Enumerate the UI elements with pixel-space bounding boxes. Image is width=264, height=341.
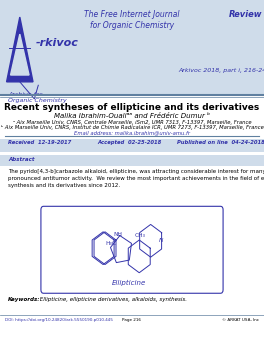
Text: Abstract: Abstract	[8, 157, 34, 162]
Text: Review: Review	[229, 10, 262, 19]
Text: © ARKAT USA, Inc: © ARKAT USA, Inc	[222, 318, 259, 322]
Text: Published on line  04-24-2018: Published on line 04-24-2018	[177, 140, 264, 145]
FancyBboxPatch shape	[41, 206, 223, 293]
Text: CH₃: CH₃	[135, 233, 146, 238]
Text: Ellipticine: Ellipticine	[111, 280, 145, 286]
Text: ᵇ Aix Marseille Univ, CNRS, Institut de Chimie Radicalaire ICR, UMR 7273, F-1339: ᵇ Aix Marseille Univ, CNRS, Institut de …	[1, 125, 263, 130]
Text: Malika Ibrahim-Oualiᵃᵃ and Frédéric Dumur ᵇ: Malika Ibrahim-Oualiᵃᵃ and Frédéric Dumu…	[54, 113, 210, 119]
Text: Ellipticine, ellipticine derivatives, alkaloids, synthesis.: Ellipticine, ellipticine derivatives, al…	[38, 297, 187, 302]
Text: Recent syntheses of ellipticine and its derivatives: Recent syntheses of ellipticine and its …	[4, 103, 260, 112]
Text: The pyrido[4,3-b]carbazole alkaloid, ellipticine, was attracting considerable in: The pyrido[4,3-b]carbazole alkaloid, ell…	[8, 169, 264, 188]
Polygon shape	[7, 17, 33, 82]
Text: H₃C: H₃C	[106, 241, 117, 246]
Text: Accepted  02-25-2018: Accepted 02-25-2018	[98, 140, 162, 145]
Polygon shape	[11, 34, 29, 75]
Text: -rkivoc: -rkivoc	[36, 38, 78, 48]
Text: N: N	[159, 238, 164, 243]
Text: Archive for
Organic Chemistry: Archive for Organic Chemistry	[8, 92, 67, 103]
Text: Received  12-19-2017: Received 12-19-2017	[8, 140, 71, 145]
Text: NH: NH	[113, 232, 122, 237]
FancyBboxPatch shape	[0, 139, 264, 152]
FancyBboxPatch shape	[0, 0, 264, 95]
Text: DOI: https://doi.org/10.24820/ark.5550190.p010.445: DOI: https://doi.org/10.24820/ark.555019…	[5, 318, 113, 322]
Text: The Free Internet Journal
for Organic Chemistry: The Free Internet Journal for Organic Ch…	[84, 10, 180, 30]
FancyBboxPatch shape	[0, 155, 264, 166]
Text: ᵃ Aix Marseille Univ, CNRS, Centrale Marseille, iSm2, UMR 7313, F-13397, Marseil: ᵃ Aix Marseille Univ, CNRS, Centrale Mar…	[13, 120, 251, 125]
Text: Keywords:: Keywords:	[8, 297, 40, 302]
Text: Page 216: Page 216	[122, 318, 142, 322]
Text: Arkivoc 2018, part i, 216-243: Arkivoc 2018, part i, 216-243	[178, 68, 264, 73]
Text: Email address: malika.ibrahim@univ-amu.fr: Email address: malika.ibrahim@univ-amu.f…	[74, 130, 190, 135]
